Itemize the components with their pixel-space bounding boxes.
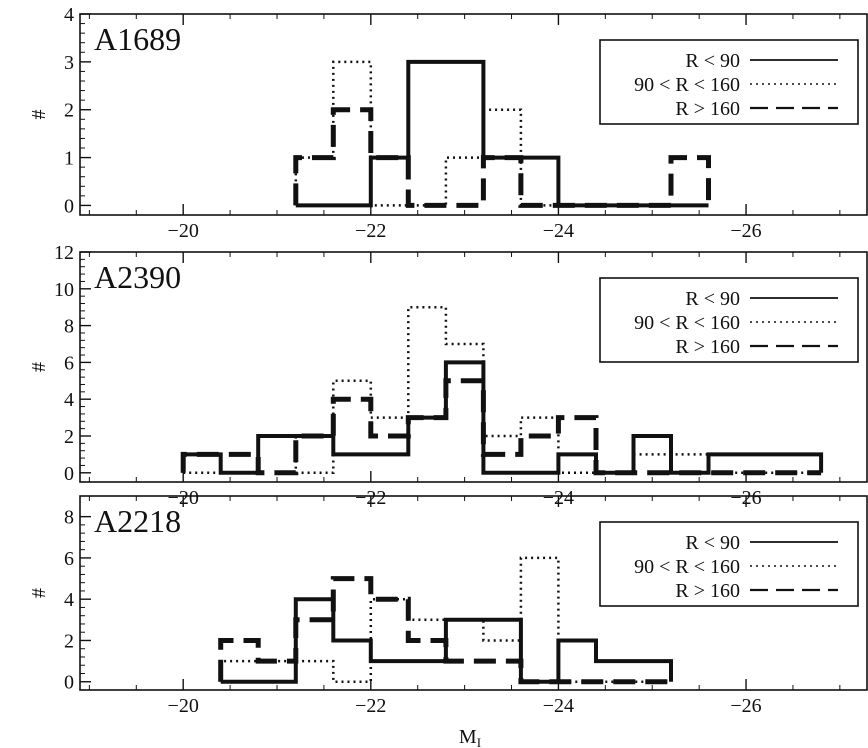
y-tick-label: 12 bbox=[54, 242, 74, 264]
panel-title: A2390 bbox=[94, 259, 181, 295]
legend-label: R < 90 bbox=[685, 288, 740, 310]
x-axis-title: MI bbox=[459, 726, 481, 748]
x-tick-label: −26 bbox=[730, 695, 761, 717]
y-tick-label: 4 bbox=[64, 589, 74, 611]
plot-frame bbox=[79, 13, 868, 216]
y-tick-label: 8 bbox=[64, 507, 74, 529]
legend-box bbox=[599, 277, 859, 363]
legend-label: R > 160 bbox=[675, 98, 740, 120]
legend-label: 90 < R < 160 bbox=[634, 74, 740, 96]
y-tick-label: 3 bbox=[64, 52, 74, 74]
y-tick-label: 0 bbox=[64, 195, 74, 217]
series-dashed bbox=[218, 576, 671, 685]
x-tick-label: −20 bbox=[168, 695, 199, 717]
y-tick-label: 2 bbox=[64, 100, 74, 122]
y-tick-label: 0 bbox=[64, 672, 74, 694]
series-solid bbox=[181, 360, 824, 475]
series-dashed bbox=[293, 107, 711, 208]
x-tick-label: −22 bbox=[355, 220, 386, 242]
series-dotted bbox=[183, 305, 822, 475]
x-tick-label: −22 bbox=[355, 695, 386, 717]
y-tick-label: 4 bbox=[64, 389, 74, 411]
x-tick-label: −24 bbox=[543, 220, 574, 242]
legend-box bbox=[599, 521, 859, 607]
legend-label: R < 90 bbox=[685, 532, 740, 554]
legend-box bbox=[599, 39, 859, 125]
panel-title: A2218 bbox=[94, 503, 181, 539]
y-tick-label: 0 bbox=[64, 463, 74, 485]
legend-label: R < 90 bbox=[685, 50, 740, 72]
legend-label: R > 160 bbox=[675, 580, 740, 602]
y-tick-label: 8 bbox=[64, 316, 74, 338]
y-tick-label: 2 bbox=[64, 426, 74, 448]
legend-label: 90 < R < 160 bbox=[634, 556, 740, 578]
y-tick-label: 10 bbox=[54, 279, 74, 301]
y-tick-label: 4 bbox=[64, 4, 74, 26]
series-solid bbox=[220, 597, 673, 684]
x-tick-label: −24 bbox=[543, 695, 574, 717]
plot-frame bbox=[79, 495, 868, 691]
y-tick-label: 1 bbox=[64, 148, 74, 170]
series-dashed bbox=[180, 378, 822, 476]
y-tick-label: 6 bbox=[64, 548, 74, 570]
plot-frame bbox=[79, 251, 868, 483]
y-tick-label: 2 bbox=[64, 630, 74, 652]
y-tick-label: 6 bbox=[64, 352, 74, 374]
legend-label: R > 160 bbox=[675, 336, 740, 358]
x-tick-label: −26 bbox=[730, 220, 761, 242]
panel-title: A1689 bbox=[94, 21, 181, 57]
y-axis-label: # bbox=[28, 588, 50, 598]
legend-label: 90 < R < 160 bbox=[634, 312, 740, 334]
y-axis-label: # bbox=[28, 110, 50, 120]
y-axis-label: # bbox=[28, 362, 50, 372]
x-tick-label: −20 bbox=[168, 220, 199, 242]
